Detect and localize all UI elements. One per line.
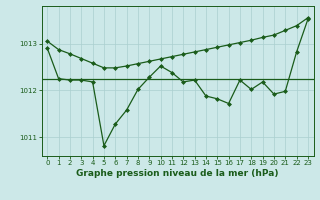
X-axis label: Graphe pression niveau de la mer (hPa): Graphe pression niveau de la mer (hPa) xyxy=(76,169,279,178)
